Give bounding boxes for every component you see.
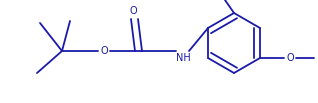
Text: O: O (286, 53, 294, 63)
Text: O: O (130, 6, 137, 16)
Text: NH: NH (176, 53, 190, 63)
Text: O: O (100, 46, 108, 56)
